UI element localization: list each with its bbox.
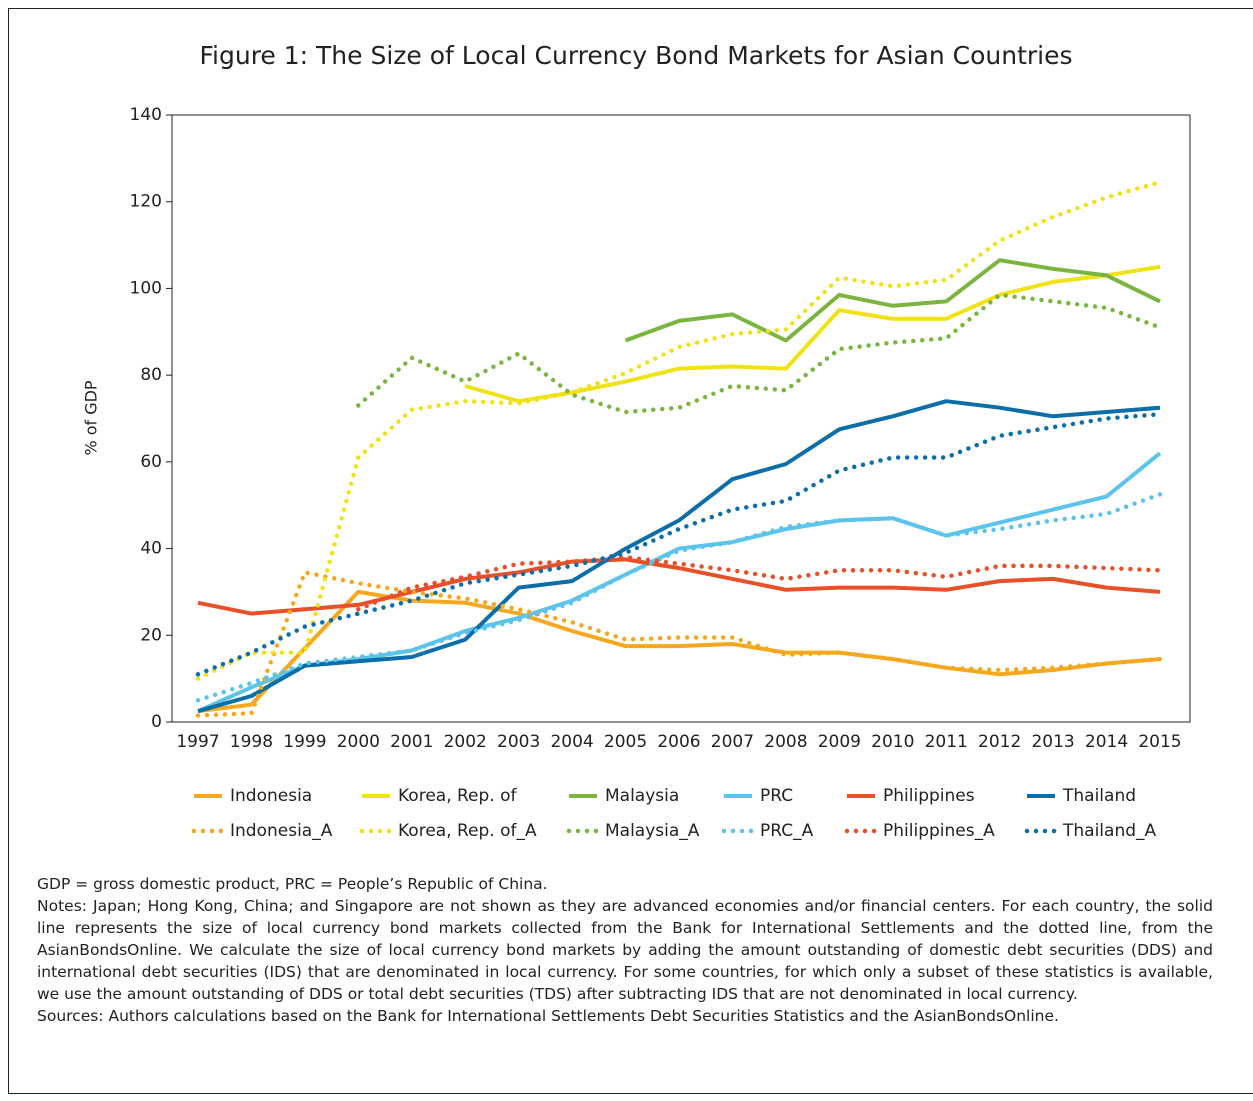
x-tick-label: 2011 [925,732,968,752]
chart-title: Figure 1: The Size of Local Currency Bon… [199,41,1072,70]
note: Sources: Authors calculations based on t… [37,1007,1059,1025]
series-line [356,292,1163,415]
legend-label: Malaysia_A [605,821,700,841]
x-tick-label: 1999 [283,732,326,752]
frame [8,8,1253,1094]
note: GDP = gross domestic product, PRC = Peop… [37,875,548,893]
legend-label: Malaysia [605,786,679,806]
x-tick-label: 2005 [604,732,647,752]
series-line [197,557,1161,616]
x-tick-label: 2014 [1085,732,1128,752]
y-tick-label: 0 [151,712,162,732]
series-line [195,570,1163,718]
plot-frame [171,114,1191,723]
series-line [197,399,1161,714]
legend-label: Korea, Rep. of [398,786,518,806]
x-tick-label: 2013 [1031,732,1074,752]
x-tick-label: 2015 [1138,732,1181,752]
x-tick-label: 2012 [978,732,1021,752]
legend-label: Philippines_A [883,821,995,841]
legend-label: Thailand_A [1062,821,1157,841]
y-tick-label: 20 [140,625,162,645]
x-tick-label: 2001 [390,732,433,752]
legend-label: Indonesia_A [230,821,333,841]
y-tick-label: 100 [130,278,162,298]
x-tick-label: 2010 [871,732,914,752]
note: Notes: Japan; Hong Kong, China; and Sing… [37,897,1213,1003]
x-tick-label: 1997 [176,732,219,752]
legend-label: Korea, Rep. of_A [398,821,537,841]
y-tick-label: 120 [130,192,162,212]
x-tick-label: 2009 [818,732,861,752]
y-axis-label: % of GDP [82,380,101,456]
legend-label: Philippines [883,786,975,806]
x-tick-label: 2003 [497,732,540,752]
legend-label: PRC [760,786,793,806]
series-line [464,264,1161,404]
legend-label: Thailand [1062,786,1136,806]
x-tick-label: 2000 [337,732,380,752]
chart: Figure 1: The Size of Local Currency Bon… [82,41,1191,841]
y-tick-label: 60 [140,452,162,472]
x-tick-label: 1998 [230,732,273,752]
legend-label: PRC_A [760,821,814,841]
series-line [197,589,1161,714]
y-tick-label: 80 [140,365,162,385]
y-tick-label: 40 [140,539,162,559]
series-line [195,179,1163,681]
series-line [624,258,1161,343]
y-tick-label: 140 [130,105,162,125]
series-line [197,451,1162,714]
x-tick-label: 2004 [550,732,593,752]
x-tick-label: 2002 [444,732,487,752]
series-line [195,411,1163,677]
legend-label: Indonesia [230,786,312,806]
x-tick-label: 2008 [764,732,807,752]
x-tick-label: 2006 [657,732,700,752]
x-tick-label: 2007 [711,732,754,752]
notes: GDP = gross domestic product, PRC = Peop… [37,873,1213,1027]
